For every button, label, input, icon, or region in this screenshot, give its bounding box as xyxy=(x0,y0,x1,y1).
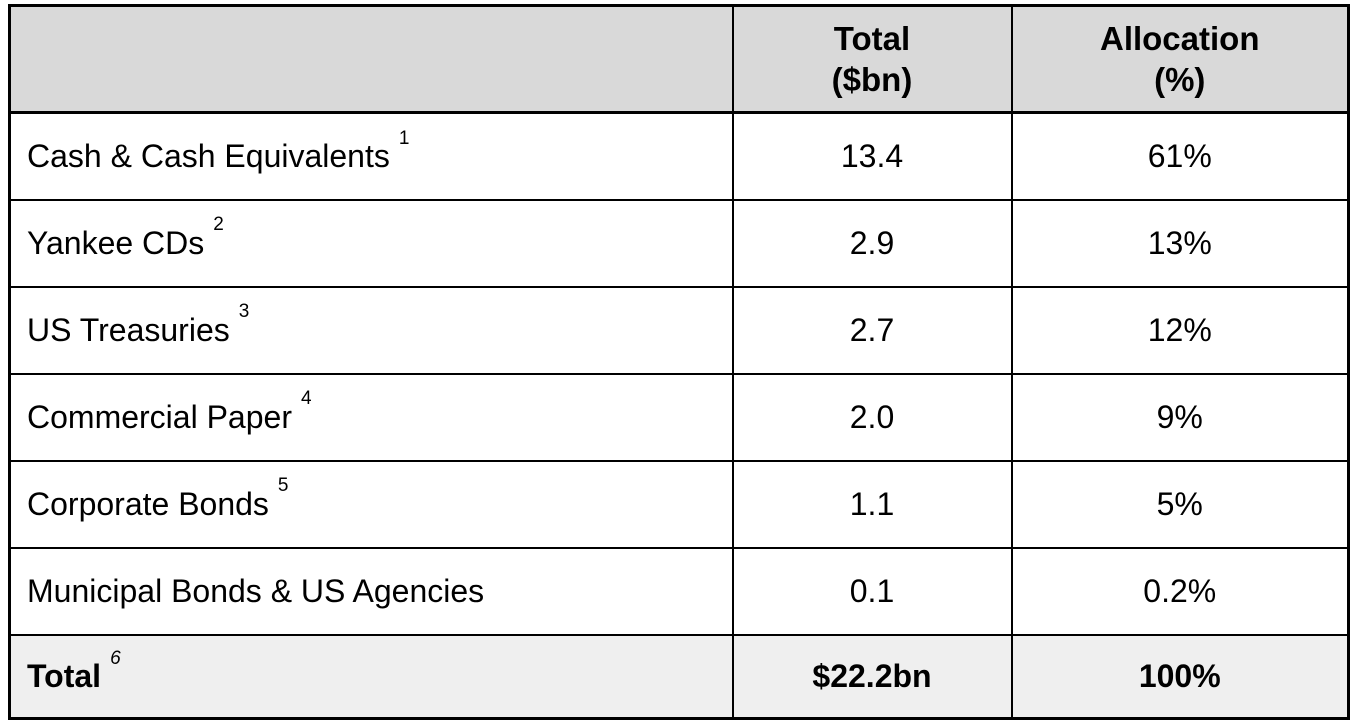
row-total-value: 2.9 xyxy=(731,198,1013,288)
row-label-text: Commercial Paper xyxy=(27,399,292,435)
table-row-us-treasuries: US Treasuries 3 2.7 12% xyxy=(8,285,1350,375)
total-row-total-value: $22.2bn xyxy=(731,633,1013,720)
header-allocation-line2: (%) xyxy=(1154,61,1206,98)
footnote-marker: 3 xyxy=(238,301,250,323)
row-allocation-value: 12% xyxy=(1010,285,1350,375)
table-row-municipal-bonds: Municipal Bonds & US Agencies 0.1 0.2% xyxy=(8,546,1350,636)
header-total-line1: Total xyxy=(833,19,911,57)
row-allocation-value: 61% xyxy=(1010,111,1350,201)
row-label: Corporate Bonds 5 xyxy=(8,459,734,549)
header-total-line2: ($bn) xyxy=(831,61,913,98)
total-row-label: Total 6 xyxy=(8,633,734,720)
header-allocation: Allocation (%) xyxy=(1010,4,1350,114)
table-row-yankee-cds: Yankee CDs 2 2.9 13% xyxy=(8,198,1350,288)
row-label-text: Yankee CDs xyxy=(27,225,205,261)
row-total-value: 13.4 xyxy=(731,111,1013,201)
header-total: Total ($bn) xyxy=(731,4,1013,114)
header-empty-cell xyxy=(8,4,734,114)
allocation-table: Total ($bn) Allocation (%) Cash & Cash E… xyxy=(8,4,1350,720)
row-label: Municipal Bonds & US Agencies xyxy=(8,546,734,636)
row-total-value: 1.1 xyxy=(731,459,1013,549)
footnote-marker: 2 xyxy=(213,214,224,236)
total-row: Total 6 $22.2bn 100% xyxy=(8,633,1350,720)
row-total-value: 0.1 xyxy=(731,546,1013,636)
table-row-commercial-paper: Commercial Paper 4 2.0 9% xyxy=(8,372,1350,462)
row-allocation-value: 13% xyxy=(1010,198,1350,288)
row-allocation-value: 5% xyxy=(1010,459,1350,549)
row-label-text: US Treasuries xyxy=(27,312,230,348)
table-row-corporate-bonds: Corporate Bonds 5 1.1 5% xyxy=(8,459,1350,549)
total-row-allocation-value: 100% xyxy=(1010,633,1350,720)
row-total-value: 2.0 xyxy=(731,372,1013,462)
row-label: Commercial Paper 4 xyxy=(8,372,734,462)
table-row-cash: Cash & Cash Equivalents 1 13.4 61% xyxy=(8,111,1350,201)
total-row-label-text: Total xyxy=(27,658,102,695)
footnote-marker: 6 xyxy=(110,647,121,669)
footnote-marker: 5 xyxy=(277,475,289,497)
footnote-marker: 1 xyxy=(398,127,410,149)
row-allocation-value: 0.2% xyxy=(1010,546,1350,636)
footnote-marker: 4 xyxy=(300,388,312,410)
row-label-text: Corporate Bonds xyxy=(27,486,269,522)
row-label-text: Municipal Bonds & US Agencies xyxy=(27,573,485,609)
row-label: Cash & Cash Equivalents 1 xyxy=(8,111,734,201)
row-total-value: 2.7 xyxy=(731,285,1013,375)
row-label-text: Cash & Cash Equivalents xyxy=(27,138,390,175)
row-allocation-value: 9% xyxy=(1010,372,1350,462)
row-label: US Treasuries 3 xyxy=(8,285,734,375)
header-allocation-line1: Allocation xyxy=(1099,19,1260,57)
header-row: Total ($bn) Allocation (%) xyxy=(8,4,1350,114)
row-label: Yankee CDs 2 xyxy=(8,198,734,288)
